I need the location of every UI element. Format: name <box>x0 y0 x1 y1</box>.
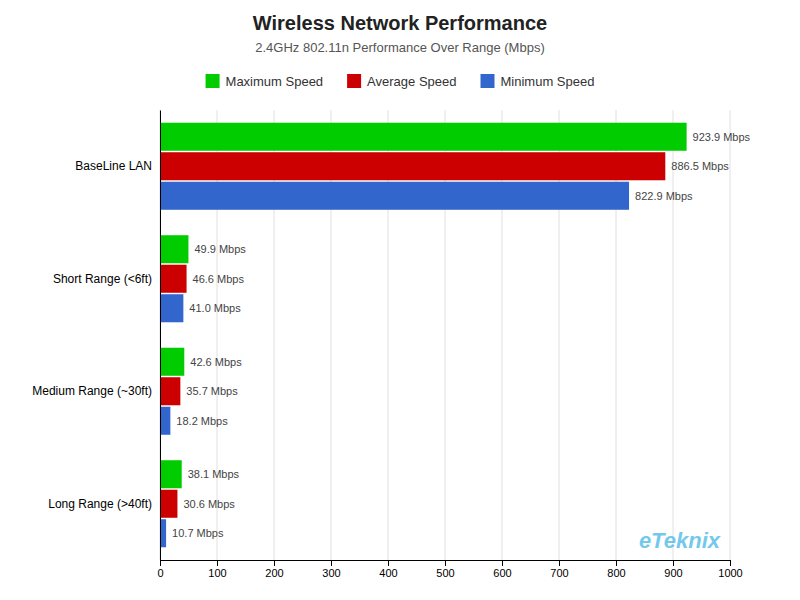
x-tick-label: 400 <box>379 567 397 579</box>
x-tick: 600 <box>493 560 511 579</box>
x-tick-label: 700 <box>550 567 568 579</box>
y-tick: Short Range (<6ft) <box>53 272 152 286</box>
legend-label: Maximum Speed <box>226 74 324 89</box>
grid-line <box>160 110 161 560</box>
data-label: 923.9 Mbps <box>693 131 751 143</box>
legend-swatch <box>206 74 220 88</box>
x-tick: 800 <box>607 560 625 579</box>
subtitle: 2.4GHz 802.11n Performance Over Range (M… <box>255 40 545 55</box>
data-label: 886.5 Mbps <box>671 160 729 172</box>
x-tick: 1000 <box>718 560 742 579</box>
x-tick: 0 <box>157 560 163 579</box>
bar <box>160 123 687 151</box>
chart: Wireless Network Performance 2.4GHz 802.1… <box>0 0 800 600</box>
plot: 923.9 Mbps 886.5 Mbps 822.9 Mbps 49.9 Mbps 4… <box>32 110 750 579</box>
x-tick-mark <box>445 560 446 566</box>
legend-label: Minimum Speed <box>501 74 595 89</box>
x-tick-mark <box>616 560 617 566</box>
x-tick-mark <box>274 560 275 566</box>
x-tick-label: 800 <box>607 567 625 579</box>
data-label: 38.1 Mbps <box>188 468 240 480</box>
legend-label: Average Speed <box>367 74 456 89</box>
bar <box>160 377 180 405</box>
x-tick-label: 100 <box>208 567 226 579</box>
x-tick-mark <box>160 560 161 566</box>
legend: Maximum Speed Average Speed Minimum Speed <box>206 74 595 89</box>
x-tick-mark <box>559 560 560 566</box>
x-tick-label: 1000 <box>718 567 742 579</box>
x-tick: 400 <box>379 560 397 579</box>
data-label: 49.9 Mbps <box>194 243 246 255</box>
x-tick-mark <box>331 560 332 566</box>
title: Wireless Network Performance <box>253 12 547 34</box>
x-tick-label: 300 <box>322 567 340 579</box>
data-label: 42.6 Mbps <box>190 356 242 368</box>
x-tick: 900 <box>664 560 682 579</box>
bar <box>160 182 629 210</box>
x-tick: 300 <box>322 560 340 579</box>
data-label: 18.2 Mbps <box>176 415 228 427</box>
x-tick-mark <box>217 560 218 566</box>
bar <box>160 490 177 518</box>
bar <box>160 235 188 263</box>
data-label: 10.7 Mbps <box>172 527 224 539</box>
x-tick-mark <box>502 560 503 566</box>
legend-item: Minimum Speed <box>481 74 595 89</box>
x-tick-label: 500 <box>436 567 454 579</box>
data-label: 822.9 Mbps <box>635 190 693 202</box>
x-tick-label: 900 <box>664 567 682 579</box>
grid-line <box>673 110 674 560</box>
x-tick: 200 <box>265 560 283 579</box>
watermark: eTeknix <box>639 528 721 553</box>
data-labels: 923.9 Mbps 886.5 Mbps 822.9 Mbps 49.9 Mbps 4… <box>172 131 751 540</box>
x-tick: 500 <box>436 560 454 579</box>
x-tick-mark <box>673 560 674 566</box>
y-tick-label: Medium Range (~30ft) <box>32 384 152 398</box>
x-tick-label: 0 <box>157 567 163 579</box>
bar <box>160 348 184 376</box>
y-tick: Medium Range (~30ft) <box>32 384 152 398</box>
x-tick: 700 <box>550 560 568 579</box>
x-tick-label: 200 <box>265 567 283 579</box>
bar <box>160 294 183 322</box>
grid <box>160 110 730 560</box>
y-tick-label: BaseLine LAN <box>75 159 152 173</box>
bar <box>160 407 170 435</box>
data-label: 35.7 Mbps <box>186 385 238 397</box>
y-tick: Long Range (>40ft) <box>48 497 152 511</box>
bar <box>160 152 665 180</box>
x-tick-mark <box>730 560 731 566</box>
y-axis: BaseLine LAN Short Range (<6ft) Medium Ran… <box>32 111 160 561</box>
grid-line <box>730 110 731 560</box>
bars <box>160 123 687 548</box>
x-tick: 100 <box>208 560 226 579</box>
x-tick-mark <box>388 560 389 566</box>
legend-item: Average Speed <box>347 74 456 89</box>
legend-swatch <box>481 74 495 88</box>
y-tick-label: Short Range (<6ft) <box>53 272 152 286</box>
x-axis: 0 100 200 300 400 500 600 700 800 900 1000 <box>157 560 742 579</box>
x-tick-label: 600 <box>493 567 511 579</box>
x-axis-line <box>161 561 731 567</box>
y-tick: BaseLine LAN <box>75 159 152 173</box>
y-tick-label: Long Range (>40ft) <box>48 497 152 511</box>
data-label: 41.0 Mbps <box>189 302 241 314</box>
y-axis-line <box>160 111 161 561</box>
legend-item: Maximum Speed <box>206 74 324 89</box>
data-label: 30.6 Mbps <box>183 498 235 510</box>
data-label: 46.6 Mbps <box>193 273 245 285</box>
bar <box>160 265 187 293</box>
legend-swatch <box>347 74 361 88</box>
bar <box>160 460 182 488</box>
